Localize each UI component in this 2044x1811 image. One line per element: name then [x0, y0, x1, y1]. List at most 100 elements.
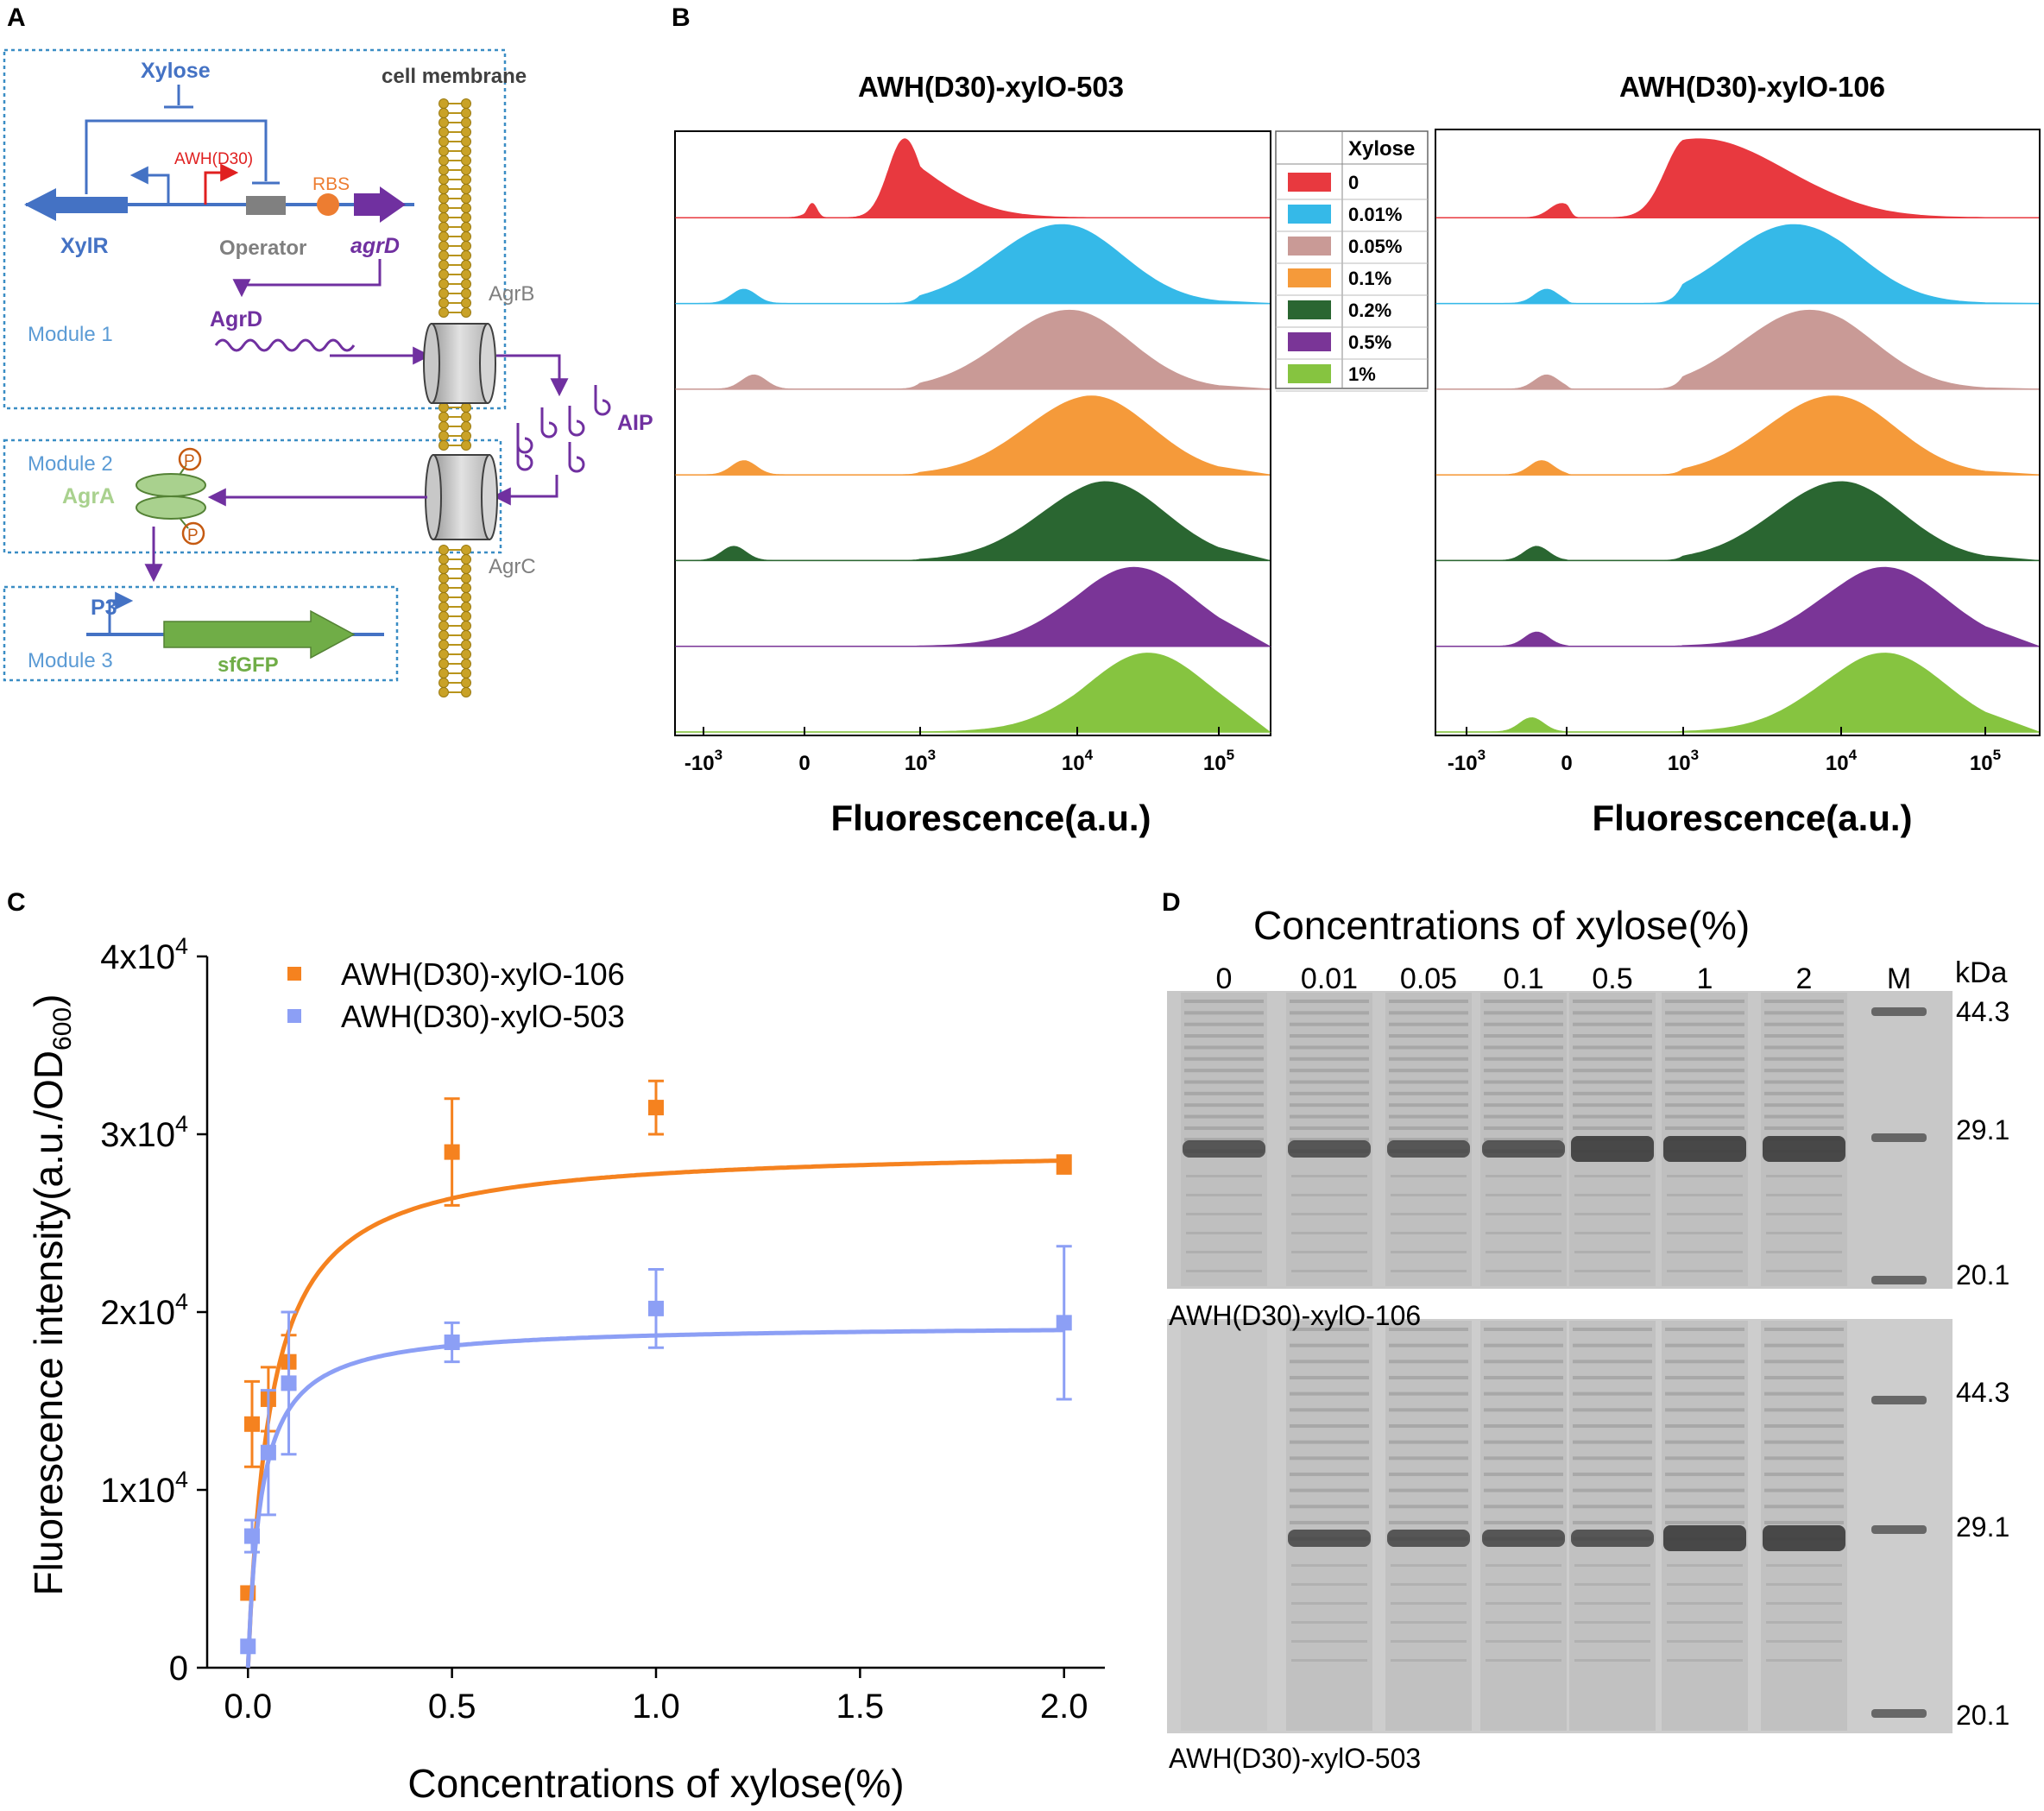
gel-minor-band: [1391, 1194, 1467, 1196]
gel-minor-band: [1764, 1126, 1844, 1130]
gel-minor-band: [1573, 1456, 1652, 1461]
gel-marker-band: [1871, 1133, 1927, 1142]
gel-lane: [1286, 993, 1372, 1286]
gel-minor-band: [1573, 1520, 1652, 1524]
gel-minor-band: [1186, 1251, 1262, 1253]
membrane-head: [438, 222, 449, 232]
gel-minor-band: [1573, 1091, 1652, 1095]
x-tick-label: 0.0: [224, 1688, 272, 1726]
gel-minor-band: [1391, 1175, 1467, 1177]
gel-minor-band: [1573, 1126, 1652, 1130]
gel-minor-band: [1766, 1602, 1842, 1605]
gel-minor-band: [1186, 1194, 1262, 1196]
panel-b-histograms: AWH(D30)-xylO-503 AWH(D30)-xylO-106 -103…: [674, 71, 2041, 838]
gel-minor-band: [1391, 1583, 1467, 1586]
membrane-head: [438, 117, 449, 128]
gel-minor-band: [1484, 1391, 1563, 1396]
gel-minor-band: [1484, 1138, 1563, 1142]
histogram-right-title: AWH(D30)-xylO-106: [1619, 71, 1885, 103]
histogram-right-xlabel: Fluorescence(a.u.): [1592, 798, 1912, 838]
gel-minor-band: [1291, 1232, 1367, 1234]
legend-label: 1%: [1348, 363, 1376, 385]
gel-minor-band: [1573, 1022, 1652, 1026]
gel-minor-band: [1665, 1328, 1744, 1331]
gel-main-band: [1763, 1525, 1845, 1551]
membrane-head: [438, 165, 449, 175]
gel-minor-band: [1764, 1488, 1844, 1492]
histogram-tick-label: 0: [798, 752, 810, 775]
gel-minor-band: [1573, 1057, 1652, 1061]
gel-minor-band: [1484, 1472, 1563, 1476]
gel-minor-band: [1766, 1583, 1842, 1586]
gel-minor-band: [1291, 1251, 1367, 1253]
gel-lane-label: 0.01: [1301, 962, 1358, 995]
gel-minor-band: [1290, 1375, 1369, 1379]
gel-minor-band: [1667, 1175, 1743, 1177]
gel-top-bands: [1181, 993, 1927, 1286]
dose-response-data: [240, 1079, 1072, 1669]
gel-minor-band: [1486, 1175, 1561, 1177]
membrane-head: [438, 269, 449, 280]
gel-minor-band: [1184, 1138, 1264, 1142]
gel-lane-label: 1: [1697, 962, 1713, 995]
gel-minor-band: [1389, 1375, 1468, 1379]
gel-minor-band: [1665, 1103, 1744, 1107]
histogram-right-frame: [1435, 129, 2041, 736]
y-tick-label: 2x104: [100, 1289, 188, 1332]
gel-minor-band: [1290, 1328, 1369, 1331]
membrane-head: [461, 193, 471, 204]
gel-marker-band: [1871, 1525, 1927, 1534]
membrane-head: [461, 640, 471, 650]
gel-minor-band: [1764, 1022, 1844, 1026]
membrane-head: [438, 440, 449, 451]
gel-minor-band: [1290, 1034, 1369, 1038]
gel-minor-band: [1290, 1472, 1369, 1476]
fit-curve-0: [245, 1158, 1064, 1669]
marker-top-44: 44.3: [1956, 996, 2009, 1027]
gel-main-band: [1387, 1140, 1470, 1158]
legend-label: 0.2%: [1348, 300, 1391, 321]
gel-minor-band: [1574, 1602, 1650, 1605]
gel-minor-band: [1484, 1091, 1563, 1095]
membrane-head: [461, 146, 471, 156]
histogram-tick-label: 104: [1062, 747, 1094, 775]
rbs-circle: [317, 193, 339, 216]
xylose-legend: Xylose 0 0.01% 0.05% 0.1% 0.2% 0.5% 1%: [1275, 130, 1429, 392]
gel-minor-band: [1665, 1456, 1744, 1461]
agrb-cylinder: [423, 323, 496, 404]
rbs-label: RBS: [312, 174, 350, 194]
membrane-head: [438, 602, 449, 612]
membrane-head: [438, 630, 449, 640]
legend-swatch: [1288, 268, 1331, 287]
membrane-head: [438, 127, 449, 137]
gel-minor-band: [1290, 1456, 1369, 1461]
module1-box: [3, 48, 507, 410]
gel-minor-band: [1574, 1194, 1650, 1196]
histogram-right-traces: [1435, 138, 2040, 733]
marker-bottom-20: 20.1: [1956, 1700, 2009, 1731]
membrane-head: [438, 678, 449, 688]
membrane-head: [438, 98, 449, 109]
gel-minor-band: [1665, 1360, 1744, 1364]
histogram-left-xaxis: -103 0 103 104 105: [684, 727, 1234, 775]
histogram-tick-label: 0: [1561, 752, 1572, 775]
gel-minor-band: [1667, 1602, 1743, 1605]
gel-minor-band: [1184, 1069, 1264, 1073]
gel-main-band: [1183, 1140, 1265, 1158]
gel-minor-band: [1764, 1360, 1844, 1364]
gel-main-band: [1387, 1530, 1470, 1547]
data-point: [260, 1444, 276, 1461]
gel-minor-band: [1184, 1114, 1264, 1119]
membrane-head: [438, 231, 449, 242]
gel-minor-band: [1184, 1057, 1264, 1061]
module3-box: [3, 585, 399, 682]
gel-main-band: [1482, 1530, 1565, 1547]
legend-label: 0: [1348, 172, 1359, 193]
membrane-head: [461, 298, 471, 308]
gel-main-band: [1288, 1530, 1371, 1547]
gel-minor-band: [1389, 1011, 1468, 1015]
gel-minor-band: [1391, 1213, 1467, 1215]
membrane-head: [461, 222, 471, 232]
gel-minor-band: [1573, 1343, 1652, 1347]
gel-minor-band: [1667, 1621, 1743, 1624]
